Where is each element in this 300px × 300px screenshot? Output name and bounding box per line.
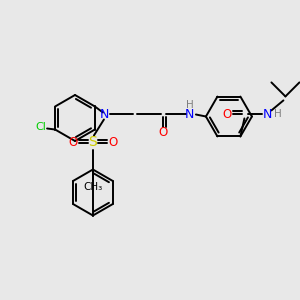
Text: CH₃: CH₃ [83, 182, 103, 193]
Text: H: H [274, 110, 281, 119]
Text: N: N [263, 108, 272, 121]
Text: S: S [88, 136, 97, 149]
Text: N: N [100, 108, 110, 121]
Text: N: N [185, 108, 195, 121]
Text: O: O [108, 136, 118, 149]
Text: O: O [68, 136, 77, 149]
Text: O: O [158, 126, 167, 139]
Text: O: O [223, 108, 232, 121]
Text: H: H [186, 100, 194, 110]
Text: Cl: Cl [36, 122, 46, 133]
